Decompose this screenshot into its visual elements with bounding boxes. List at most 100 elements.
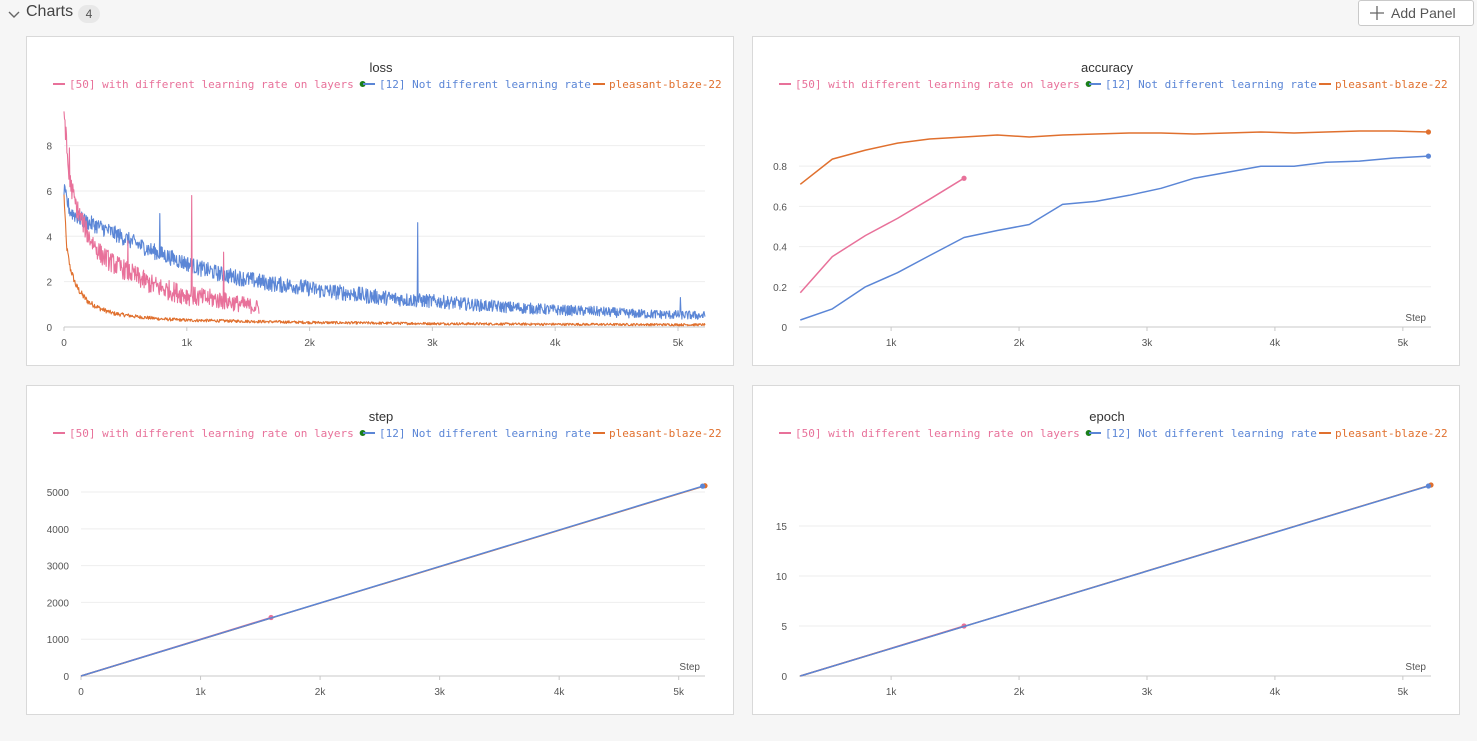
legend-label: pleasant-blaze-22 — [1335, 427, 1448, 440]
chart-panel-epoch[interactable]: epoch [50] with different learning rate o… — [752, 385, 1460, 715]
add-panel-label: Add Panel — [1391, 5, 1456, 21]
epoch-chart: epoch [50] with different learning rate o… — [776, 409, 1448, 698]
legend-item-50-with-different-learning-rate-on-layers[interactable]: [50] with different learning rate on lay… — [53, 427, 366, 440]
legend-label: pleasant-blaze-22 — [609, 427, 722, 440]
x-tick-label: 3k — [1142, 687, 1154, 698]
y-tick-label: 0 — [781, 323, 787, 334]
legend-item-12-not-different-learning-rate[interactable]: [12] Not different learning rate — [363, 78, 591, 91]
legend-label: [50] with different learning rate on lay… — [795, 427, 1080, 440]
legend-item-50-with-different-learning-rate-on-layers[interactable]: [50] with different learning rate on lay… — [779, 78, 1092, 91]
x-axis-label: Step — [1405, 313, 1426, 324]
x-tick-label: 1k — [886, 687, 898, 698]
y-tick-label: 2 — [46, 278, 52, 289]
series-line-50-with-different-learning-rate-on-layers — [63, 111, 260, 315]
x-tick-label: 2k — [1014, 338, 1026, 349]
x-tick-label: 5k — [673, 687, 685, 698]
series-line-12-not-different-learning-rate — [800, 155, 1429, 321]
x-tick-label: 2k — [1014, 687, 1026, 698]
series-line-12-not-different-learning-rate — [80, 485, 703, 677]
legend-label: [12] Not different learning rate — [1105, 78, 1317, 91]
series-line-12-not-different-learning-rate — [63, 184, 706, 320]
legend-label: [50] with different learning rate on lay… — [69, 427, 354, 440]
series-line-pleasant-blaze-22 — [63, 194, 706, 327]
series-end-point-12-not-different-learning-rate — [700, 483, 706, 489]
y-tick-label: 5 — [781, 622, 787, 633]
y-tick-label: 2000 — [47, 598, 70, 609]
legend-status-dot — [1085, 430, 1092, 436]
x-tick-label: 1k — [182, 338, 194, 349]
legend-item-50-with-different-learning-rate-on-layers[interactable]: [50] with different learning rate on lay… — [53, 78, 366, 91]
step-chart: step [50] with different learning rate on… — [47, 409, 722, 698]
x-tick-label: 2k — [315, 687, 327, 698]
chart-legend: [50] with different learning rate on lay… — [779, 427, 1448, 440]
x-tick-label: 0 — [61, 338, 67, 349]
y-tick-label: 15 — [776, 522, 788, 533]
legend-item-pleasant-blaze-22[interactable]: pleasant-blaze-22 — [593, 427, 722, 440]
panel-count-badge: 4 — [78, 5, 100, 23]
series-end-point-12-not-different-learning-rate — [1425, 153, 1432, 159]
x-tick-label: 4k — [1270, 338, 1282, 349]
loss-chart: loss [50] with different learning rate on… — [46, 60, 722, 349]
series-line-50-with-different-learning-rate-on-layers — [799, 177, 965, 294]
x-tick-label: 4k — [550, 338, 562, 349]
chart-title: epoch — [1089, 409, 1124, 424]
y-tick-label: 4 — [46, 232, 52, 243]
chart-legend: [50] with different learning rate on lay… — [779, 78, 1448, 91]
chart-title: loss — [369, 60, 393, 75]
legend-item-12-not-different-learning-rate[interactable]: [12] Not different learning rate — [1089, 78, 1317, 91]
series-end-point-50-with-different-learning-rate-on-layers — [961, 175, 967, 181]
legend-item-12-not-different-learning-rate[interactable]: [12] Not different learning rate — [363, 427, 591, 440]
accuracy-chart: accuracy[50] with different learning rat… — [773, 60, 1448, 349]
y-tick-label: 0.8 — [773, 162, 787, 173]
x-tick-label: 3k — [434, 687, 446, 698]
legend-label: [12] Not different learning rate — [379, 78, 591, 91]
legend-label: [12] Not different learning rate — [379, 427, 591, 440]
legend-status-dot — [359, 430, 366, 436]
x-axis-label: Step — [679, 662, 700, 673]
add-panel-button[interactable]: Add Panel — [1358, 0, 1474, 26]
y-tick-label: 4000 — [47, 525, 70, 536]
legend-status-dot — [359, 81, 366, 87]
chevron-down-icon[interactable] — [6, 6, 22, 22]
legend-item-pleasant-blaze-22[interactable]: pleasant-blaze-22 — [1319, 427, 1448, 440]
y-tick-label: 0.4 — [773, 243, 787, 254]
legend-label: [50] with different learning rate on lay… — [69, 78, 354, 91]
y-tick-label: 6 — [46, 187, 52, 198]
y-tick-label: 10 — [776, 572, 788, 583]
section-title: Charts — [26, 3, 74, 20]
series-end-point-12-not-different-learning-rate — [1425, 483, 1432, 489]
legend-label: pleasant-blaze-22 — [1335, 78, 1448, 91]
y-tick-label: 0 — [63, 672, 69, 683]
legend-item-pleasant-blaze-22[interactable]: pleasant-blaze-22 — [593, 78, 722, 91]
y-tick-label: 0 — [46, 323, 52, 334]
legend-label: pleasant-blaze-22 — [609, 78, 722, 91]
charts-section-header: Charts 4 Add Panel — [0, 0, 1477, 30]
y-tick-label: 3000 — [47, 562, 70, 573]
x-axis-label: Step — [1405, 662, 1426, 673]
x-tick-label: 4k — [1270, 687, 1282, 698]
legend-item-50-with-different-learning-rate-on-layers[interactable]: [50] with different learning rate on lay… — [779, 427, 1092, 440]
x-tick-label: 0 — [78, 687, 84, 698]
series-line-pleasant-blaze-22 — [799, 130, 1429, 185]
chart-legend: [50] with different learning rate on lay… — [53, 78, 722, 91]
chart-panel-step[interactable]: step [50] with different learning rate on… — [26, 385, 734, 715]
x-tick-label: 2k — [304, 338, 316, 349]
chart-title: accuracy — [1081, 60, 1134, 75]
y-tick-label: 5000 — [47, 488, 70, 499]
y-tick-label: 0.6 — [773, 202, 787, 213]
series-end-point-pleasant-blaze-22 — [1425, 129, 1432, 135]
legend-item-pleasant-blaze-22[interactable]: pleasant-blaze-22 — [1319, 78, 1448, 91]
chart-panel-accuracy[interactable]: accuracy [50] with different learning rat… — [752, 36, 1460, 366]
x-tick-label: 4k — [554, 687, 566, 698]
legend-item-12-not-different-learning-rate[interactable]: [12] Not different learning rate — [1089, 427, 1317, 440]
x-tick-label: 1k — [195, 687, 207, 698]
plus-icon — [1370, 6, 1384, 20]
x-tick-label: 3k — [1142, 338, 1154, 349]
chart-panel-loss[interactable]: loss [50] with different learning rate on… — [26, 36, 734, 366]
legend-label: [50] with different learning rate on lay… — [795, 78, 1080, 91]
x-tick-label: 1k — [886, 338, 898, 349]
x-tick-label: 3k — [427, 338, 439, 349]
legend-status-dot — [1085, 81, 1092, 87]
chart-legend: [50] with different learning rate on lay… — [53, 427, 722, 440]
series-line-12-not-different-learning-rate — [800, 485, 1429, 677]
